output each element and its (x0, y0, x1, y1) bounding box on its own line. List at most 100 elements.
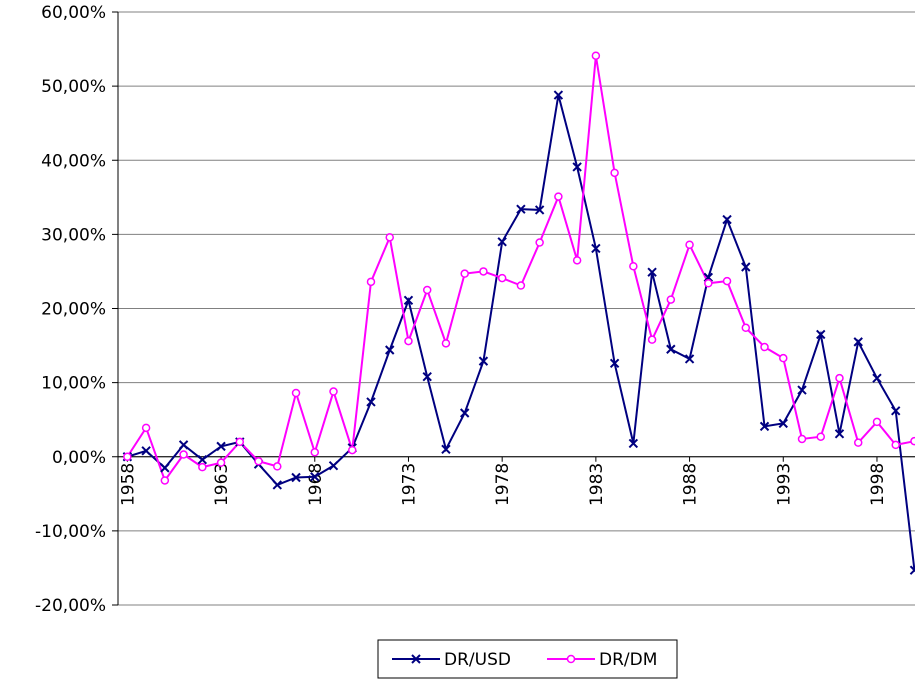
data-point (910, 436, 915, 446)
data-point (835, 373, 844, 383)
data-point (348, 445, 357, 455)
data-point (704, 279, 713, 288)
legend-label: DR/DM (599, 650, 657, 670)
data-point (235, 437, 245, 447)
data-point (497, 273, 507, 283)
data-point (853, 337, 863, 347)
data-point (535, 238, 544, 247)
y-tick-label: -20,00% (35, 596, 106, 616)
data-point (610, 168, 619, 178)
y-tick-label: 10,00% (41, 374, 106, 394)
data-point (685, 240, 694, 250)
data-point (254, 456, 263, 466)
data-point (123, 452, 132, 461)
data-point (291, 472, 301, 483)
data-point (534, 205, 545, 215)
data-point (198, 462, 207, 472)
data-point (834, 429, 845, 439)
data-point (609, 358, 620, 369)
x-tick-label: 1983 (587, 463, 607, 506)
data-point (291, 388, 301, 398)
data-point (310, 448, 320, 457)
data-point (441, 444, 451, 455)
data-point (554, 192, 563, 201)
data-point (310, 472, 320, 482)
data-point (778, 418, 788, 429)
data-point (722, 214, 732, 225)
data-point (891, 440, 900, 450)
data-point (141, 423, 151, 433)
x-tick-label: 1993 (774, 463, 794, 506)
x-tick-label: 1963 (212, 463, 232, 506)
data-point (629, 261, 638, 271)
y-tick-label: 60,00% (41, 3, 106, 23)
data-point (328, 460, 339, 471)
data-point (385, 345, 395, 355)
data-point (179, 450, 188, 459)
legend-marker (566, 654, 576, 664)
data-point (572, 162, 582, 172)
data-point (460, 269, 469, 278)
data-point (441, 339, 451, 348)
data-point (160, 463, 170, 473)
y-tick-label: 0,00% (52, 448, 106, 468)
data-point (816, 432, 825, 441)
data-point (759, 421, 770, 432)
y-tick-label: 50,00% (41, 77, 106, 97)
data-point (141, 446, 151, 456)
data-point (872, 417, 882, 427)
data-point (403, 295, 414, 306)
data-point (329, 387, 338, 396)
data-point (516, 204, 526, 214)
y-tick-label: -10,00% (35, 522, 106, 542)
data-point (404, 336, 413, 346)
data-point (891, 406, 901, 416)
data-point (853, 438, 863, 447)
data-point (666, 295, 676, 304)
x-tick-label: 1973 (399, 463, 419, 506)
x-tick-label: 1988 (681, 463, 701, 506)
x-tick-label: 1958 (118, 463, 138, 506)
data-point (647, 267, 657, 277)
data-point (797, 434, 807, 444)
data-point (422, 285, 432, 295)
data-point (647, 335, 657, 344)
data-point (516, 281, 526, 290)
data-point (478, 356, 489, 366)
y-tick-label: 40,00% (41, 151, 106, 171)
data-point (684, 354, 695, 364)
data-point (197, 455, 208, 465)
data-point (160, 476, 170, 485)
y-tick-label: 20,00% (41, 300, 106, 320)
data-point (591, 243, 601, 254)
data-point (572, 256, 582, 265)
data-point (216, 441, 226, 452)
data-point (366, 277, 376, 287)
data-point (216, 458, 226, 467)
series-line (126, 55, 915, 483)
data-point (366, 397, 376, 407)
data-point (797, 385, 807, 395)
data-point (272, 480, 282, 490)
data-point (760, 342, 769, 352)
data-point (628, 438, 639, 449)
data-point (779, 353, 788, 363)
x-tick-label: 1998 (868, 463, 888, 506)
legend-marker (411, 654, 421, 664)
data-point (459, 408, 470, 418)
data-point (741, 262, 751, 272)
data-point (909, 565, 915, 575)
data-point (385, 233, 394, 242)
x-tick-label: 1968 (306, 463, 326, 506)
data-point (479, 267, 488, 276)
data-point (422, 371, 432, 382)
data-point (553, 90, 564, 100)
legend-label: DR/USD (444, 650, 511, 670)
x-tick-label: 1978 (493, 463, 513, 506)
data-point (497, 237, 507, 247)
data-point (591, 51, 601, 60)
data-point (872, 373, 882, 383)
data-point (273, 462, 282, 471)
data-point (816, 329, 826, 340)
